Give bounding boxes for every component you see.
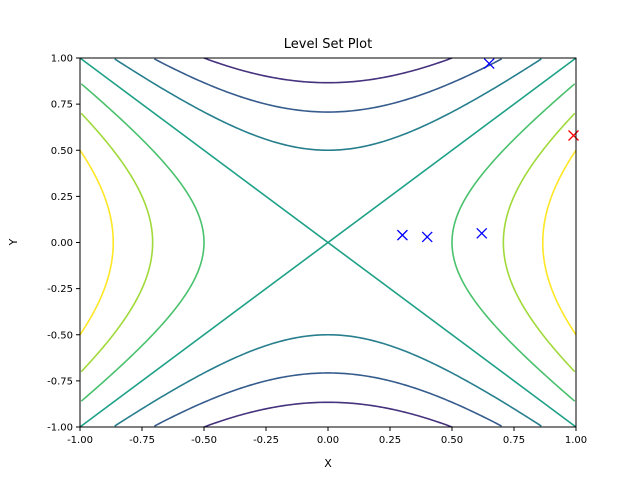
contour-line-level-4-branch-0 [451,83,576,402]
contour-line-level-3-branch-1 [79,57,577,428]
contour-line-level-2-branch-1 [114,333,542,427]
y-tick-label: 1.00 [51,54,73,65]
marker-0 [396,229,408,241]
chart-title: Level Set Plot [284,37,372,52]
marker-2 [476,227,488,239]
y-tick-label: 0.75 [51,100,73,111]
contour-line-level-5-branch-1 [80,112,154,373]
y-axis-ticks: -1.00 -0.75 -0.50 -0.25 0.00 0.25 0.50 0.75 1.00 [47,54,80,434]
x-tick-label: 0.00 [317,435,339,446]
y-tick-label: -0.50 [47,330,73,341]
y-tick-label: -0.75 [47,376,73,387]
x-tick-label: -0.75 [129,435,155,446]
y-tick-label: -0.25 [47,284,73,295]
x-tick-label: 1.00 [565,435,587,446]
contour-line-level-6-branch-1 [79,149,115,336]
contour-line-level-5-branch-0 [502,112,576,373]
contour-line-level-4-branch-1 [80,83,205,402]
y-tick-label: 0.25 [51,192,73,203]
x-tick-label: 0.25 [379,435,401,446]
marker-3 [483,58,495,69]
y-tick-label: 0.50 [51,146,73,157]
x-tick-label: -0.50 [191,435,217,446]
contour-line-level-1-branch-0 [154,58,502,113]
markers-group [396,58,579,243]
contour-line-level-0-branch-1 [203,401,453,428]
x-tick-label: -1.00 [67,435,93,446]
contour-line-level-0-branch-0 [203,57,453,84]
y-axis-label: Y [7,238,20,246]
contour-lines [79,57,577,428]
x-axis-label: X [324,457,332,470]
y-tick-label: 0.00 [51,238,73,249]
x-tick-label: 0.75 [503,435,525,446]
contour-line-level-2-branch-0 [114,58,542,152]
marker-1 [421,231,433,243]
contour-line-level-6-branch-0 [541,149,577,336]
y-tick-label: -1.00 [47,423,73,434]
x-tick-label: 0.50 [441,435,463,446]
x-axis-ticks: -1.00 -0.75 -0.50 -0.25 0.00 0.25 0.50 0.75 1.00 [67,427,587,446]
x-tick-label: -0.25 [253,435,279,446]
contour-line-level-1-branch-1 [154,372,502,427]
marker-4 [568,130,579,141]
